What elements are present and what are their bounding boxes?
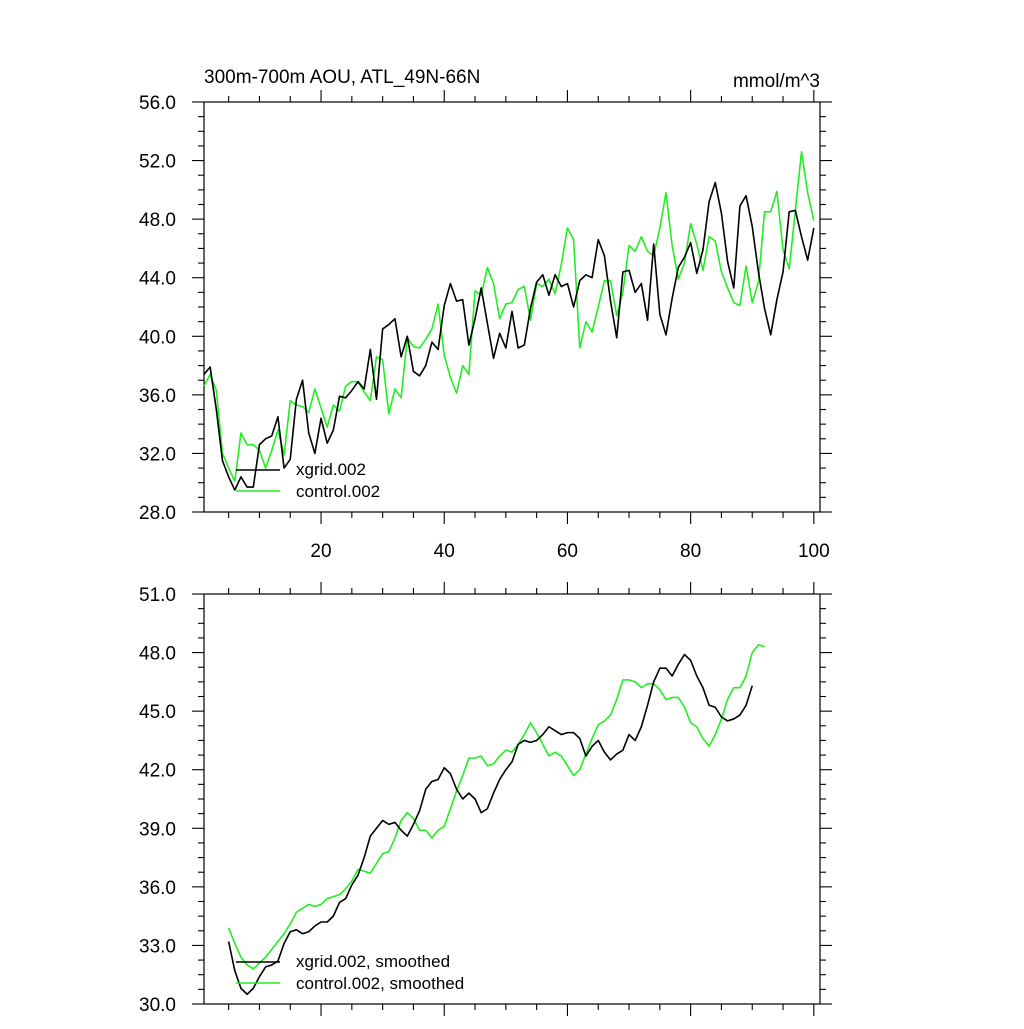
top-x-tick-label: 40 [434, 541, 455, 562]
legend-label-xgrid-002-smoothed: xgrid.002, smoothed [296, 952, 450, 971]
top-y-tick-label: 40.0 [139, 327, 176, 348]
top-x-tick-label: 80 [680, 541, 701, 562]
bottom-legend: xgrid.002, smoothed control.002, smoothe… [236, 952, 464, 993]
bottom-y-tick-label: 51.0 [139, 585, 176, 606]
series-line-control-002 [203, 150, 815, 483]
top-x-tick-label: 60 [557, 541, 578, 562]
top-y-tick-labels: 28.0 32.0 36.0 40.0 44.0 48.0 52.0 56.0 [139, 93, 176, 524]
top-y-tick-label: 44.0 [139, 269, 176, 290]
bottom-y-tick-label: 33.0 [139, 936, 176, 957]
legend-label-xgrid-002: xgrid.002 [296, 460, 366, 479]
units-label: mmol/m^3 [733, 71, 820, 92]
series-line-xgrid-002 [203, 181, 815, 491]
bottom-y-tick-label: 39.0 [139, 819, 176, 840]
top-y-tick-label: 28.0 [139, 503, 176, 524]
bottom-y-tick-label: 36.0 [139, 878, 176, 899]
series-line-xgrid-002-smoothed [227, 653, 754, 996]
top-plot-frame [203, 101, 821, 513]
bottom-y-tick-label: 48.0 [139, 644, 176, 665]
bottom-plot-frame [203, 593, 821, 1005]
bottom-y-tick-labels: 30.0 33.0 36.0 39.0 42.0 45.0 48.0 51.0 [139, 585, 176, 1016]
legend-label-control-002-smoothed: control.002, smoothed [296, 974, 464, 993]
top-x-tick-label: 100 [798, 541, 830, 562]
top-y-tick-label: 56.0 [139, 93, 176, 114]
top-y-tick-label: 48.0 [139, 210, 176, 231]
top-y-tick-label: 52.0 [139, 152, 176, 173]
top-x-tick-label: 20 [310, 541, 331, 562]
top-y-tick-label: 36.0 [139, 386, 176, 407]
bottom-y-tick-label: 45.0 [139, 702, 176, 723]
series-line-control-002-smoothed [227, 643, 765, 970]
top-legend: xgrid.002 control.002 [236, 460, 380, 501]
bottom-y-tick-label: 42.0 [139, 761, 176, 782]
chart-title: 300m-700m AOU, ATL_49N-66N [204, 67, 480, 88]
bottom-panel-ticks [192, 582, 832, 1016]
top-y-tick-label: 32.0 [139, 444, 176, 465]
top-x-tick-labels: 20 40 60 80 100 [310, 541, 829, 562]
bottom-y-tick-label: 30.0 [139, 995, 176, 1016]
top-panel-ticks [192, 90, 832, 524]
legend-label-control-002: control.002 [296, 482, 380, 501]
